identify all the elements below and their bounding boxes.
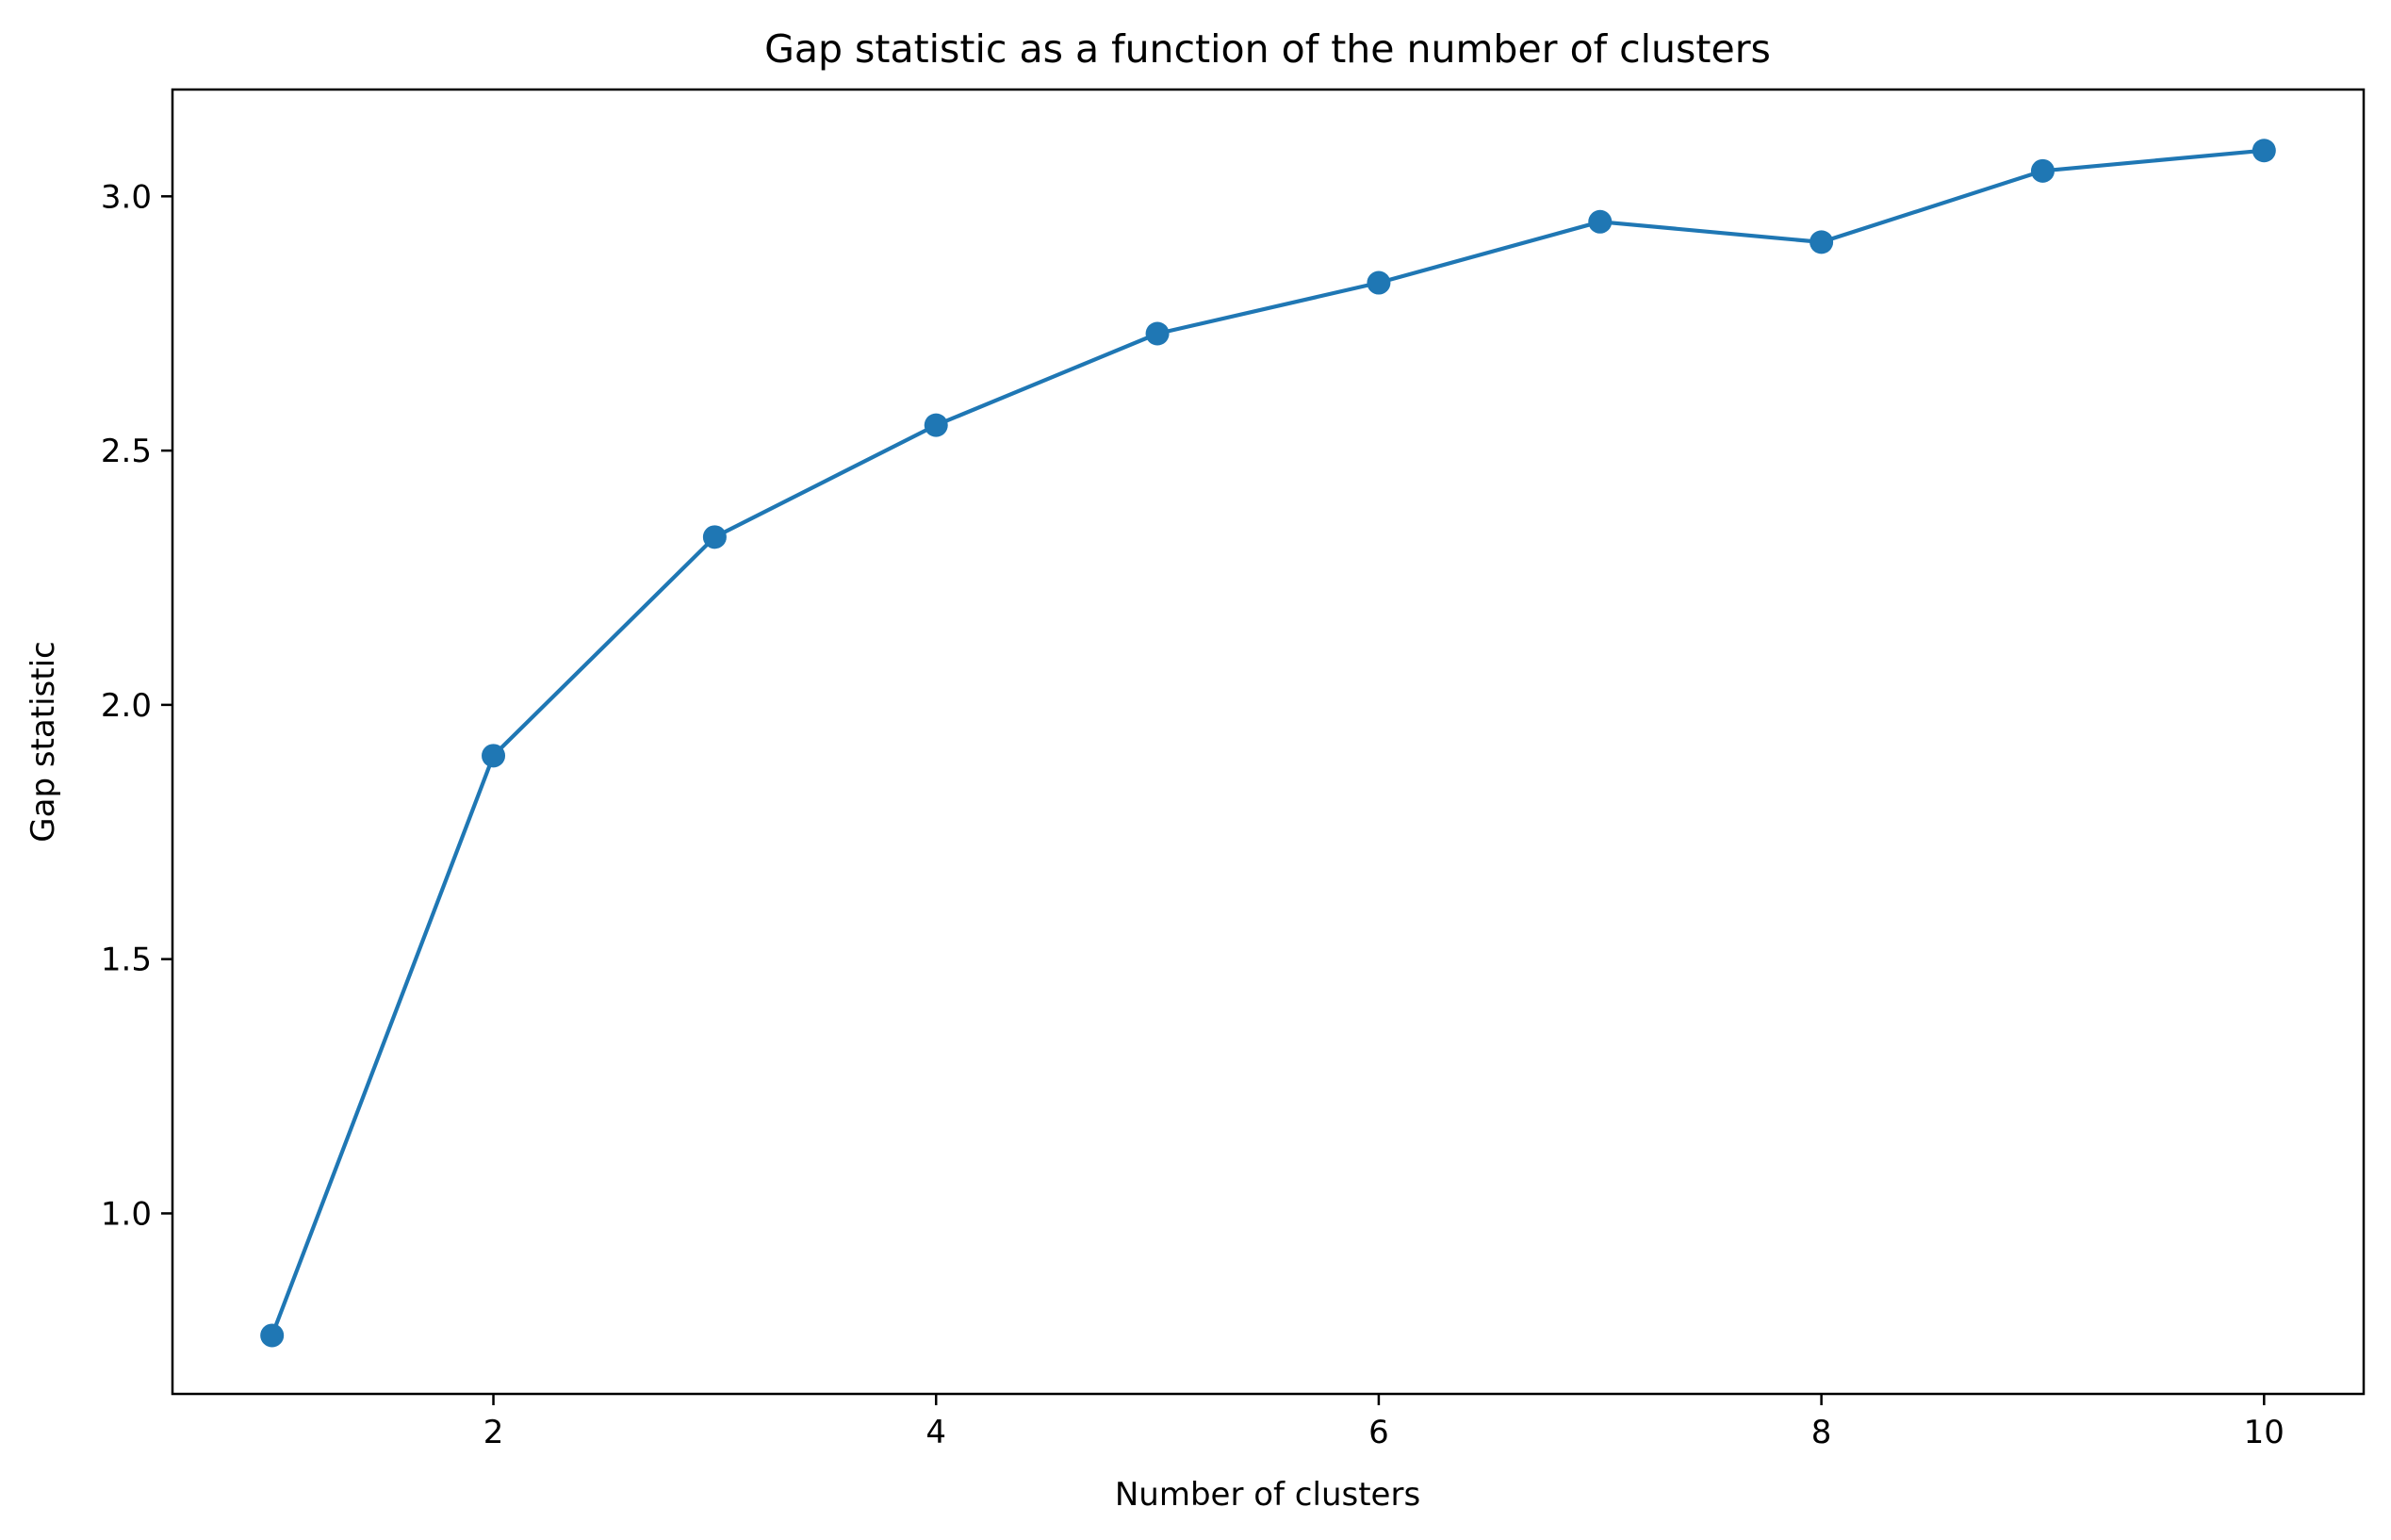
x-tick-label: 2 (483, 1414, 504, 1451)
x-tick-label: 8 (1811, 1414, 1832, 1451)
data-point (924, 413, 948, 437)
y-tick-label: 1.5 (101, 942, 152, 979)
y-tick-label: 2.0 (101, 687, 152, 725)
data-point (2030, 158, 2055, 183)
data-point (2252, 139, 2276, 163)
y-tick-label: 1.0 (101, 1195, 152, 1233)
x-axis-label: Number of clusters (1115, 1476, 1420, 1514)
x-axis-ticks: 2 4 6 8 10 (483, 1394, 2285, 1451)
data-point (1367, 270, 1391, 295)
data-point (1145, 321, 1170, 346)
data-point (702, 525, 727, 549)
data-point (1810, 230, 1834, 254)
y-tick-label: 3.0 (101, 178, 152, 216)
x-tick-label: 6 (1368, 1414, 1389, 1451)
y-tick-label: 2.5 (101, 433, 152, 470)
plot-area (260, 139, 2276, 1348)
data-point (1588, 209, 1613, 234)
chart-title: Gap statistic as a function of the numbe… (764, 26, 1771, 72)
series-line (270, 148, 2265, 1336)
y-axis-ticks: 1.0 1.5 2.0 2.5 3.0 (101, 178, 172, 1233)
data-point (482, 744, 506, 768)
x-tick-label: 4 (925, 1414, 946, 1451)
plot-frame (171, 88, 2366, 1396)
y-axis-label: Gap statistic (25, 641, 62, 842)
x-tick-label: 10 (2244, 1414, 2285, 1451)
data-point (260, 1323, 285, 1348)
